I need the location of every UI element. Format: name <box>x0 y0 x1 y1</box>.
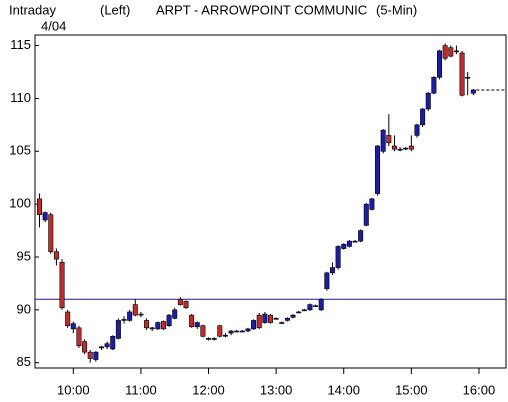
candle-body <box>341 244 347 249</box>
candle-body <box>318 298 324 311</box>
candle-body <box>346 240 352 247</box>
candle-body <box>375 145 381 194</box>
candle-body <box>42 212 48 221</box>
candle-body <box>329 267 335 274</box>
x-tick-label: 12:00 <box>192 382 225 397</box>
candle-body <box>82 341 88 353</box>
candle-body <box>273 318 279 320</box>
candle-body <box>53 251 59 260</box>
candle-body <box>352 240 358 243</box>
candle-body <box>172 309 178 319</box>
candle-body <box>335 246 341 268</box>
candle-body <box>183 301 189 309</box>
candle-body <box>267 314 273 323</box>
candle-body <box>380 129 386 152</box>
candle-body <box>307 304 313 311</box>
candle-body <box>189 314 195 328</box>
candle-body <box>245 328 251 332</box>
y-tick-label: 115 <box>10 37 31 52</box>
candle-body <box>206 338 212 340</box>
candle-body <box>59 261 65 309</box>
candle-body <box>414 124 420 136</box>
y-tick-label: 105 <box>9 143 31 158</box>
candle-body <box>228 330 234 334</box>
x-tick-label: 14:00 <box>327 382 360 397</box>
y-tick-label: 110 <box>10 90 31 105</box>
candle-body <box>48 214 54 253</box>
candle-body <box>262 313 268 323</box>
candle-body <box>431 76 437 94</box>
candle-body <box>301 309 307 312</box>
candle-body <box>279 322 285 324</box>
header-date: 4/04 <box>41 18 66 33</box>
candle-body <box>160 321 166 330</box>
candle-body <box>448 47 454 57</box>
x-tick-label: 15:00 <box>395 382 428 397</box>
chart-title: ARPT - ARROWPOINT COMMUNIC <box>156 2 367 17</box>
candle-body <box>194 322 200 328</box>
header-mode: Intraday <box>9 2 56 17</box>
candle-body <box>211 338 217 340</box>
candle-body <box>177 298 183 305</box>
candle-body <box>369 198 375 210</box>
y-tick-label: 90 <box>17 301 31 316</box>
candle-body <box>149 327 155 330</box>
candle-body <box>217 325 223 337</box>
candle-body <box>363 203 369 226</box>
candle-body <box>166 314 172 327</box>
candle-body <box>110 335 116 350</box>
candle-body <box>132 304 138 316</box>
candle-body <box>144 320 150 329</box>
x-tick-label: 16:00 <box>463 382 496 397</box>
x-tick-label: 13:00 <box>260 382 293 397</box>
candle-body <box>76 327 82 347</box>
candle-body <box>239 330 245 333</box>
candle-body <box>437 50 443 78</box>
header-interval: (5-Min) <box>376 2 417 17</box>
candle-body <box>65 311 71 327</box>
candle-body <box>121 319 127 321</box>
candle-body <box>70 323 76 330</box>
candle-body <box>403 147 409 150</box>
y-tick-label: 85 <box>17 354 31 369</box>
candle-body <box>256 314 262 329</box>
candle-body <box>284 318 290 321</box>
candle-body <box>324 272 330 290</box>
candle-body <box>442 45 448 59</box>
x-tick-label: 11:00 <box>125 382 157 397</box>
candle-body <box>127 311 133 321</box>
candle-body <box>420 108 426 126</box>
candle-body <box>200 325 206 337</box>
candle-body <box>313 305 319 307</box>
x-tick-label: 10:00 <box>57 382 90 397</box>
candle-body <box>397 148 403 151</box>
candle-body <box>155 322 161 330</box>
y-tick-label: 95 <box>17 248 31 263</box>
candle-body <box>222 334 228 337</box>
candle-body <box>453 50 459 53</box>
candle-body <box>386 135 392 144</box>
candle-body <box>391 145 397 150</box>
candle-body <box>425 92 431 110</box>
y-tick-label: 100 <box>9 196 31 211</box>
candle-body <box>290 314 296 318</box>
header-axis-side: (Left) <box>100 2 130 17</box>
candle-body <box>115 320 121 339</box>
candle-body <box>98 346 104 349</box>
candle-body <box>408 145 414 150</box>
candle-body <box>296 311 302 314</box>
candle-body <box>465 76 471 79</box>
plot-frame <box>34 34 507 369</box>
candle-body <box>138 313 144 316</box>
candle-body <box>87 351 93 359</box>
candle-body <box>93 351 99 360</box>
candle-body <box>358 230 364 242</box>
candle-body <box>37 198 43 216</box>
candle-body <box>459 52 465 96</box>
candle-body <box>234 330 240 333</box>
candle-body <box>104 343 110 348</box>
candle-body <box>470 89 476 94</box>
candle-body <box>251 320 257 330</box>
